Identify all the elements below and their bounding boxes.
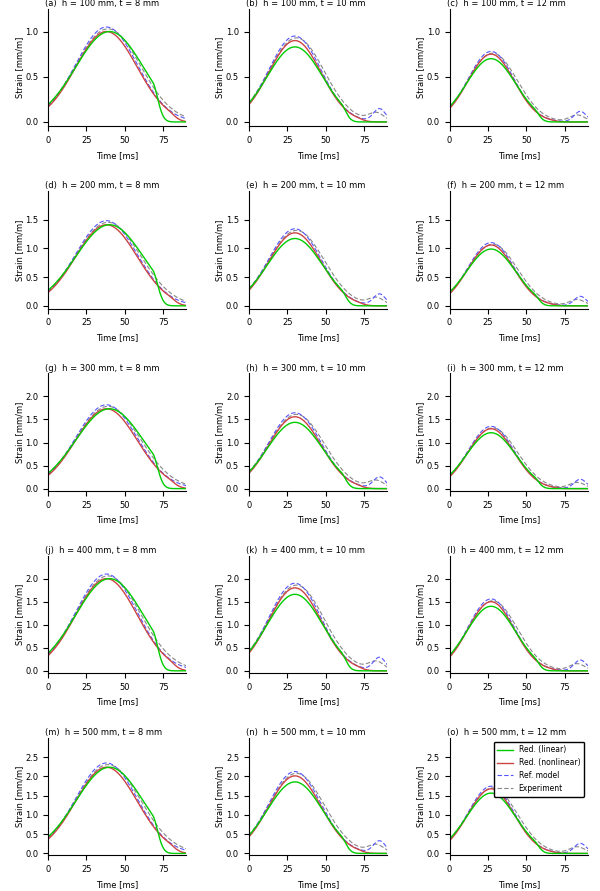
Y-axis label: Strain [mm/m]: Strain [mm/m] — [416, 766, 425, 827]
X-axis label: Time [ms]: Time [ms] — [96, 333, 139, 342]
X-axis label: Time [ms]: Time [ms] — [297, 333, 339, 342]
X-axis label: Time [ms]: Time [ms] — [297, 151, 339, 159]
X-axis label: Time [ms]: Time [ms] — [96, 879, 139, 888]
Text: (l)  h = 400 mm, t = 12 mm: (l) h = 400 mm, t = 12 mm — [447, 546, 563, 555]
Text: (i)  h = 300 mm, t = 12 mm: (i) h = 300 mm, t = 12 mm — [447, 364, 563, 372]
Y-axis label: Strain [mm/m]: Strain [mm/m] — [215, 584, 224, 645]
Y-axis label: Strain [mm/m]: Strain [mm/m] — [15, 402, 24, 462]
Text: (n)  h = 500 mm, t = 10 mm: (n) h = 500 mm, t = 10 mm — [246, 728, 365, 737]
Legend: Red. (linear), Red. (nonlinear), Ref. model, Experiment: Red. (linear), Red. (nonlinear), Ref. mo… — [494, 741, 584, 797]
Text: (g)  h = 300 mm, t = 8 mm: (g) h = 300 mm, t = 8 mm — [45, 364, 160, 372]
Y-axis label: Strain [mm/m]: Strain [mm/m] — [416, 37, 425, 98]
Y-axis label: Strain [mm/m]: Strain [mm/m] — [416, 584, 425, 645]
Text: (o)  h = 500 mm, t = 12 mm: (o) h = 500 mm, t = 12 mm — [447, 728, 566, 737]
Text: (m)  h = 500 mm, t = 8 mm: (m) h = 500 mm, t = 8 mm — [45, 728, 163, 737]
X-axis label: Time [ms]: Time [ms] — [96, 515, 139, 524]
Text: (d)  h = 200 mm, t = 8 mm: (d) h = 200 mm, t = 8 mm — [45, 182, 160, 191]
Text: (f)  h = 200 mm, t = 12 mm: (f) h = 200 mm, t = 12 mm — [447, 182, 564, 191]
Text: (a)  h = 100 mm, t = 8 mm: (a) h = 100 mm, t = 8 mm — [45, 0, 160, 8]
Y-axis label: Strain [mm/m]: Strain [mm/m] — [15, 37, 24, 98]
X-axis label: Time [ms]: Time [ms] — [497, 879, 540, 888]
Text: (b)  h = 100 mm, t = 10 mm: (b) h = 100 mm, t = 10 mm — [246, 0, 365, 8]
Text: (k)  h = 400 mm, t = 10 mm: (k) h = 400 mm, t = 10 mm — [246, 546, 365, 555]
Y-axis label: Strain [mm/m]: Strain [mm/m] — [15, 766, 24, 827]
Y-axis label: Strain [mm/m]: Strain [mm/m] — [215, 219, 224, 281]
Y-axis label: Strain [mm/m]: Strain [mm/m] — [215, 37, 224, 98]
X-axis label: Time [ms]: Time [ms] — [497, 333, 540, 342]
Text: (c)  h = 100 mm, t = 12 mm: (c) h = 100 mm, t = 12 mm — [447, 0, 566, 8]
Text: (h)  h = 300 mm, t = 10 mm: (h) h = 300 mm, t = 10 mm — [246, 364, 365, 372]
X-axis label: Time [ms]: Time [ms] — [497, 515, 540, 524]
X-axis label: Time [ms]: Time [ms] — [297, 698, 339, 707]
X-axis label: Time [ms]: Time [ms] — [497, 698, 540, 707]
Y-axis label: Strain [mm/m]: Strain [mm/m] — [15, 584, 24, 645]
X-axis label: Time [ms]: Time [ms] — [297, 879, 339, 888]
Y-axis label: Strain [mm/m]: Strain [mm/m] — [215, 766, 224, 827]
Y-axis label: Strain [mm/m]: Strain [mm/m] — [416, 219, 425, 281]
X-axis label: Time [ms]: Time [ms] — [497, 151, 540, 159]
X-axis label: Time [ms]: Time [ms] — [96, 698, 139, 707]
Y-axis label: Strain [mm/m]: Strain [mm/m] — [15, 219, 24, 281]
Text: (j)  h = 400 mm, t = 8 mm: (j) h = 400 mm, t = 8 mm — [45, 546, 157, 555]
Y-axis label: Strain [mm/m]: Strain [mm/m] — [215, 402, 224, 462]
X-axis label: Time [ms]: Time [ms] — [297, 515, 339, 524]
X-axis label: Time [ms]: Time [ms] — [96, 151, 139, 159]
Text: (e)  h = 200 mm, t = 10 mm: (e) h = 200 mm, t = 10 mm — [246, 182, 365, 191]
Y-axis label: Strain [mm/m]: Strain [mm/m] — [416, 402, 425, 462]
